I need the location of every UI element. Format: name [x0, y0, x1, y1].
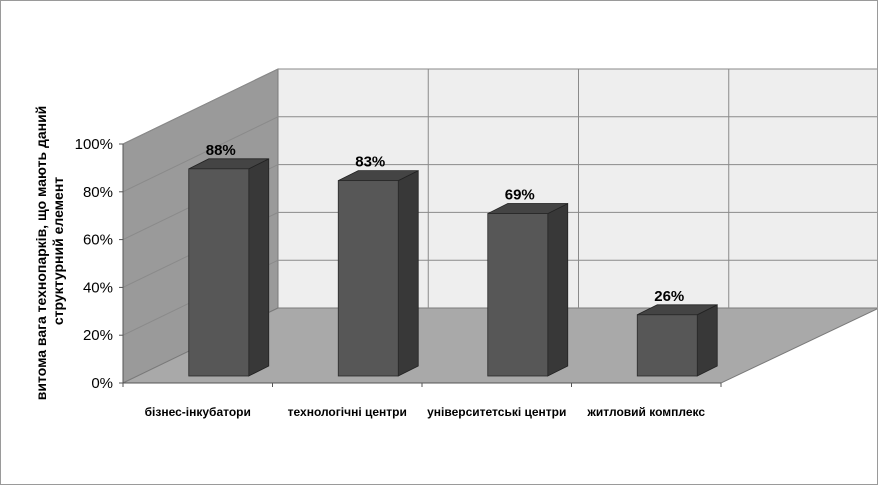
bar-front	[636, 314, 698, 377]
bars	[188, 158, 718, 377]
y-axis-label-line-2: структурний елемент	[50, 177, 66, 325]
bar	[487, 202, 569, 377]
data-label: 88%	[206, 142, 236, 159]
bar-side	[696, 304, 718, 377]
y-tick-label: 20%	[83, 327, 113, 344]
data-label: 69%	[505, 187, 535, 204]
data-label: 83%	[355, 154, 385, 171]
category-label: бізнес-інкубатори	[145, 405, 251, 419]
bar	[337, 169, 419, 377]
bar-side	[547, 202, 569, 377]
y-tick-label: 0%	[91, 375, 113, 392]
bar-front	[188, 168, 250, 377]
y-axis-label: витома вага технопарків, що мають даний …	[33, 102, 66, 400]
category-label: технологічні центри	[288, 405, 407, 419]
gridline	[122, 259, 877, 336]
bar	[636, 304, 718, 377]
gridline	[122, 116, 877, 193]
bar-front	[487, 213, 549, 377]
labels: 88% 83% 69% 26% бізнес-інкубатори технологічн…	[145, 142, 706, 419]
y-tick-label: 80%	[83, 184, 113, 201]
gridline	[122, 68, 877, 145]
bar-front	[337, 180, 399, 377]
data-label: 26%	[654, 288, 684, 305]
bar	[188, 158, 270, 377]
bar-side	[397, 169, 419, 377]
category-label: житловий комплекс	[586, 405, 705, 419]
y-tick-label: 60%	[83, 232, 113, 249]
axes: 0% 20% 40% 60% 80% 100%	[75, 136, 722, 392]
gridline	[122, 164, 877, 241]
y-axis-label-line-1: витома вага технопарків, що мають даний	[33, 106, 49, 400]
gridline	[122, 211, 877, 288]
y-tick-label: 100%	[75, 136, 113, 153]
bar-side	[248, 158, 270, 377]
category-label: університетські центри	[427, 405, 566, 419]
y-tick-label: 40%	[83, 279, 113, 296]
